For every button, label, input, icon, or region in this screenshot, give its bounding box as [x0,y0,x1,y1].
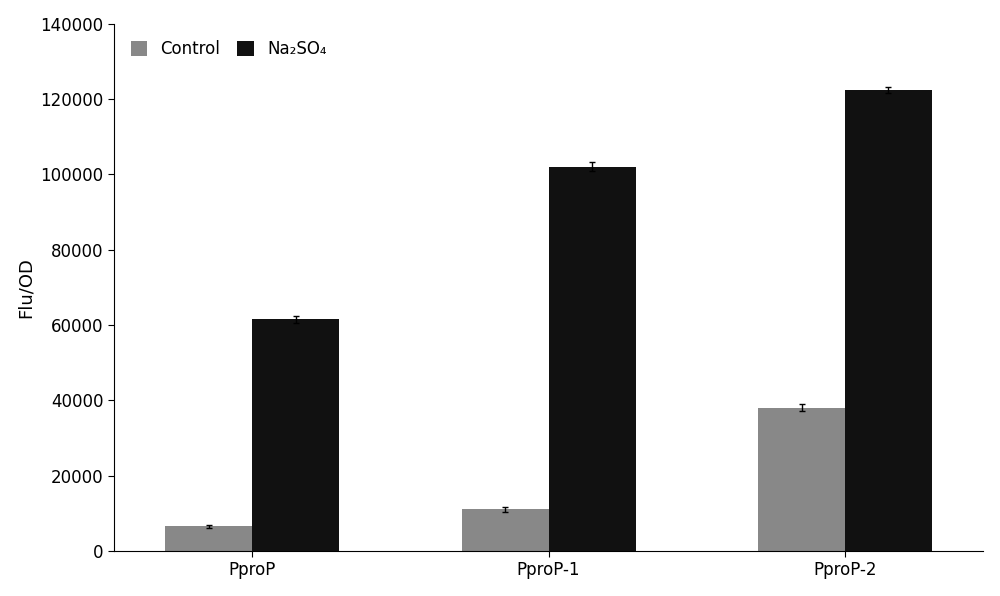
Bar [845,89,932,551]
Legend: Control, Na₂SO₄: Control, Na₂SO₄ [122,32,335,67]
Bar [462,510,549,551]
Bar [252,319,339,551]
Bar [165,526,252,551]
Y-axis label: Flu/OD: Flu/OD [17,257,35,318]
Bar [549,167,636,551]
Bar [758,408,845,551]
